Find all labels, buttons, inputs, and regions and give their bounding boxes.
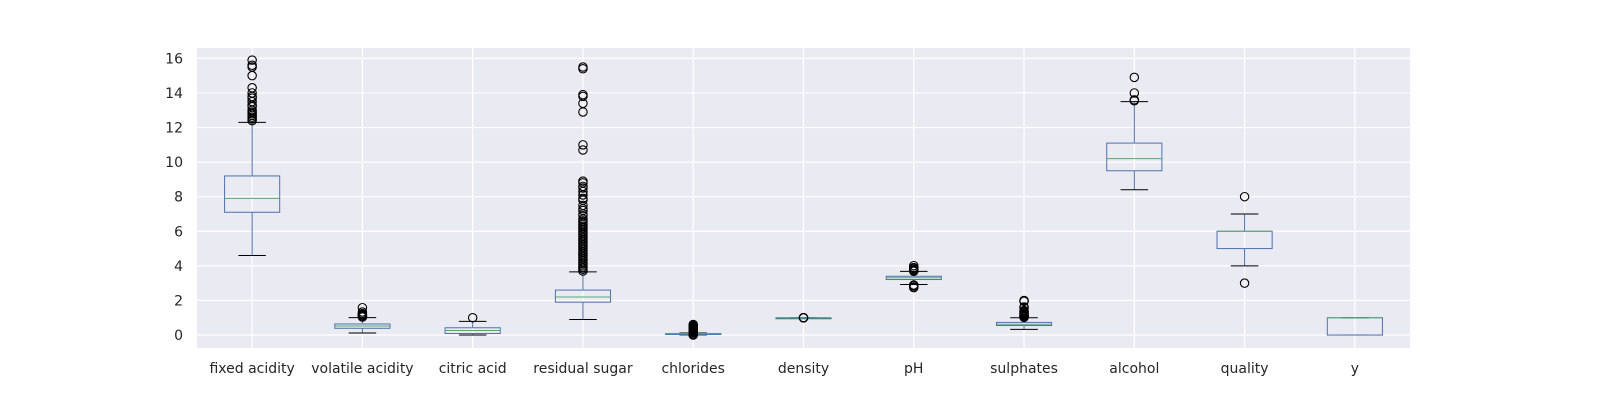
outlier-point <box>578 145 588 155</box>
x-tick-label: citric acid <box>439 361 507 377</box>
box-group <box>775 312 832 323</box>
x-tick-label: quality <box>1221 361 1269 377</box>
x-tick-label: chlorides <box>661 361 724 377</box>
outlier-point <box>1239 278 1250 288</box>
outlier-point <box>909 280 919 290</box>
outlier-point <box>909 260 919 271</box>
y-tick-label: 8 <box>174 190 183 206</box>
iqr-box <box>554 289 612 303</box>
x-tick-label: sulphates <box>990 361 1058 377</box>
box-group <box>444 312 501 336</box>
outlier-point <box>1019 302 1029 312</box>
box-group <box>665 319 722 340</box>
outlier-point <box>578 176 588 186</box>
outlier-point <box>1129 72 1140 83</box>
boxes <box>224 55 1383 340</box>
y-tick-label: 4 <box>174 259 183 275</box>
outlier-point <box>247 55 257 65</box>
outlier-point <box>357 302 368 313</box>
box-group <box>334 302 391 334</box>
outlier-point <box>578 62 588 72</box>
outlier-point <box>247 60 257 71</box>
outlier-point <box>798 312 809 323</box>
y-tick-label: 12 <box>165 121 183 137</box>
outlier-point <box>578 181 588 192</box>
x-tick-label: fixed acidity <box>209 361 294 377</box>
iqr-box <box>1106 142 1163 172</box>
box-group <box>224 55 281 256</box>
x-tick-label: alcohol <box>1109 361 1159 377</box>
outlier-point <box>578 200 588 211</box>
box-group <box>1326 317 1383 336</box>
x-axis-tick-labels: fixed acidity volatile acidity citric acid… <box>209 361 1359 377</box>
x-tick-label: residual sugar <box>533 361 633 377</box>
x-tick-label: density <box>778 361 829 377</box>
outlier-point <box>247 88 257 98</box>
y-tick-label: 10 <box>165 155 183 171</box>
box-group <box>554 62 612 320</box>
outlier-point <box>578 140 588 150</box>
outlier-point <box>688 319 698 330</box>
x-tick-label: volatile acidity <box>311 361 413 377</box>
x-tick-label: pH <box>904 361 923 377</box>
box-group <box>1216 191 1273 288</box>
box-group <box>885 260 942 293</box>
outlier-point <box>578 193 588 204</box>
outlier-point <box>467 312 478 323</box>
outlier-point <box>578 89 588 100</box>
outlier-point <box>357 307 368 317</box>
y-tick-label: 14 <box>165 86 183 102</box>
outlier-point <box>1129 95 1140 105</box>
x-tick-label: y <box>1351 361 1359 377</box>
outlier-point <box>247 83 257 93</box>
box-group <box>1106 72 1163 191</box>
outlier-point <box>1239 191 1250 202</box>
outlier-point <box>1129 88 1140 98</box>
outlier-point <box>1019 305 1029 316</box>
y-tick-label: 2 <box>174 293 183 309</box>
y-axis-tick-labels: 0 2 4 6 8 10 12 14 16 <box>165 51 183 344</box>
y-tick-label: 6 <box>174 224 183 240</box>
outlier-point <box>1019 295 1029 306</box>
box-group <box>995 295 1053 330</box>
iqr-box <box>224 175 281 213</box>
y-tick-label: 16 <box>165 51 183 67</box>
y-tick-label: 0 <box>174 328 183 344</box>
